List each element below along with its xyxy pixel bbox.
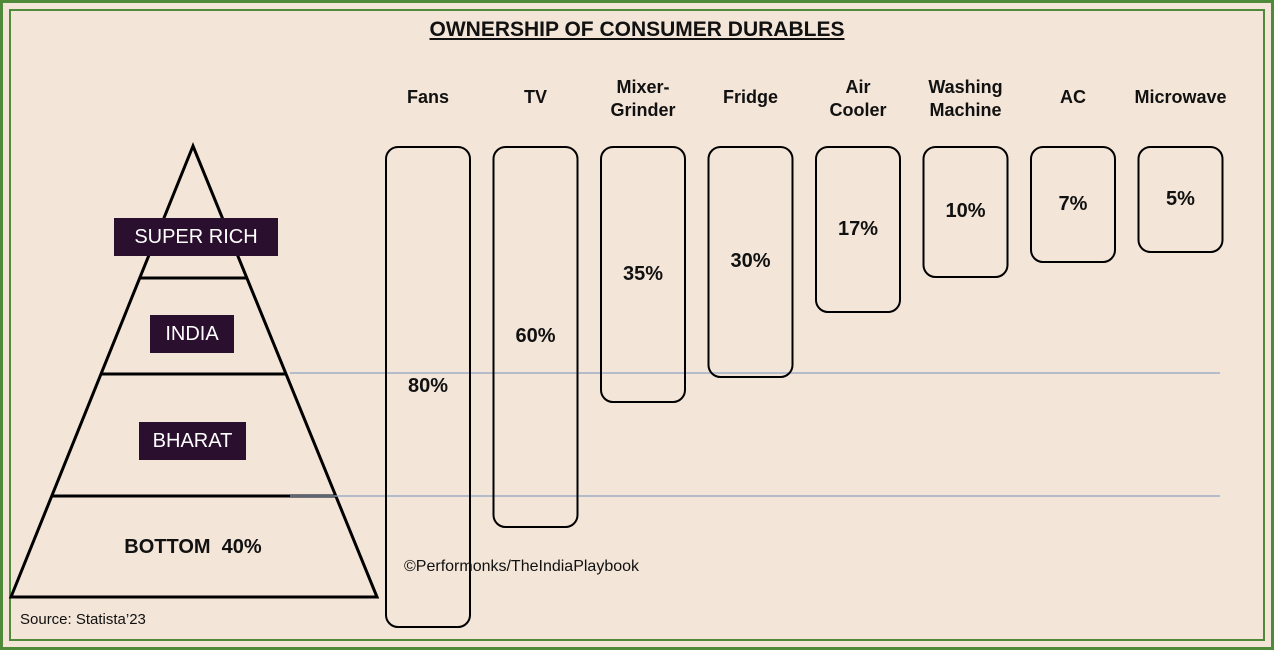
category-label: AC (1060, 87, 1086, 107)
pyramid-label-super-rich: SUPER RICH (114, 218, 278, 256)
bar-5 (922, 146, 1009, 278)
source-note: Source: Statista’23 (20, 611, 146, 628)
pyramid-label-bharat: BHARAT (139, 422, 246, 460)
bar-7 (1137, 146, 1224, 253)
pyramid-label-india: INDIA (150, 315, 234, 353)
bars (385, 146, 1224, 628)
bar-value-label: 80% (407, 375, 449, 397)
bar-6 (1030, 146, 1116, 263)
category-label: Fridge (722, 87, 778, 107)
pyramid (8, 142, 380, 599)
category-label: Washing Machine (928, 77, 1003, 120)
bar-value-label: 35% (622, 262, 664, 285)
copyright-text: ©Performonks/TheIndiaPlaybook (404, 558, 640, 575)
bar-value-label: 60% (515, 325, 556, 347)
category-label: Microwave (1134, 87, 1227, 107)
bar-value-label: 30% (730, 250, 771, 272)
bar-0 (385, 146, 471, 628)
bar-3 (707, 146, 794, 378)
pyramid-outline (8, 142, 380, 599)
guide-lines (290, 372, 1220, 497)
category-label: TV (523, 87, 547, 107)
chart-title: OWNERSHIP OF CONSUMER DURABLES (429, 18, 845, 41)
bar-value-label: 7% (1058, 192, 1088, 215)
category-label: Fans (406, 87, 449, 107)
category-label: Mixer- Grinder (610, 77, 676, 120)
pyramid-label-bottom: BOTTOM 40% (124, 536, 262, 558)
category-label: Air Cooler (829, 77, 887, 120)
bar-4 (815, 146, 901, 313)
bar-2 (600, 146, 686, 403)
bar-value-label: 10% (945, 200, 986, 222)
bar-1 (492, 146, 579, 528)
bar-value-label: 5% (1166, 187, 1195, 210)
bar-value-label: 17% (837, 217, 879, 240)
